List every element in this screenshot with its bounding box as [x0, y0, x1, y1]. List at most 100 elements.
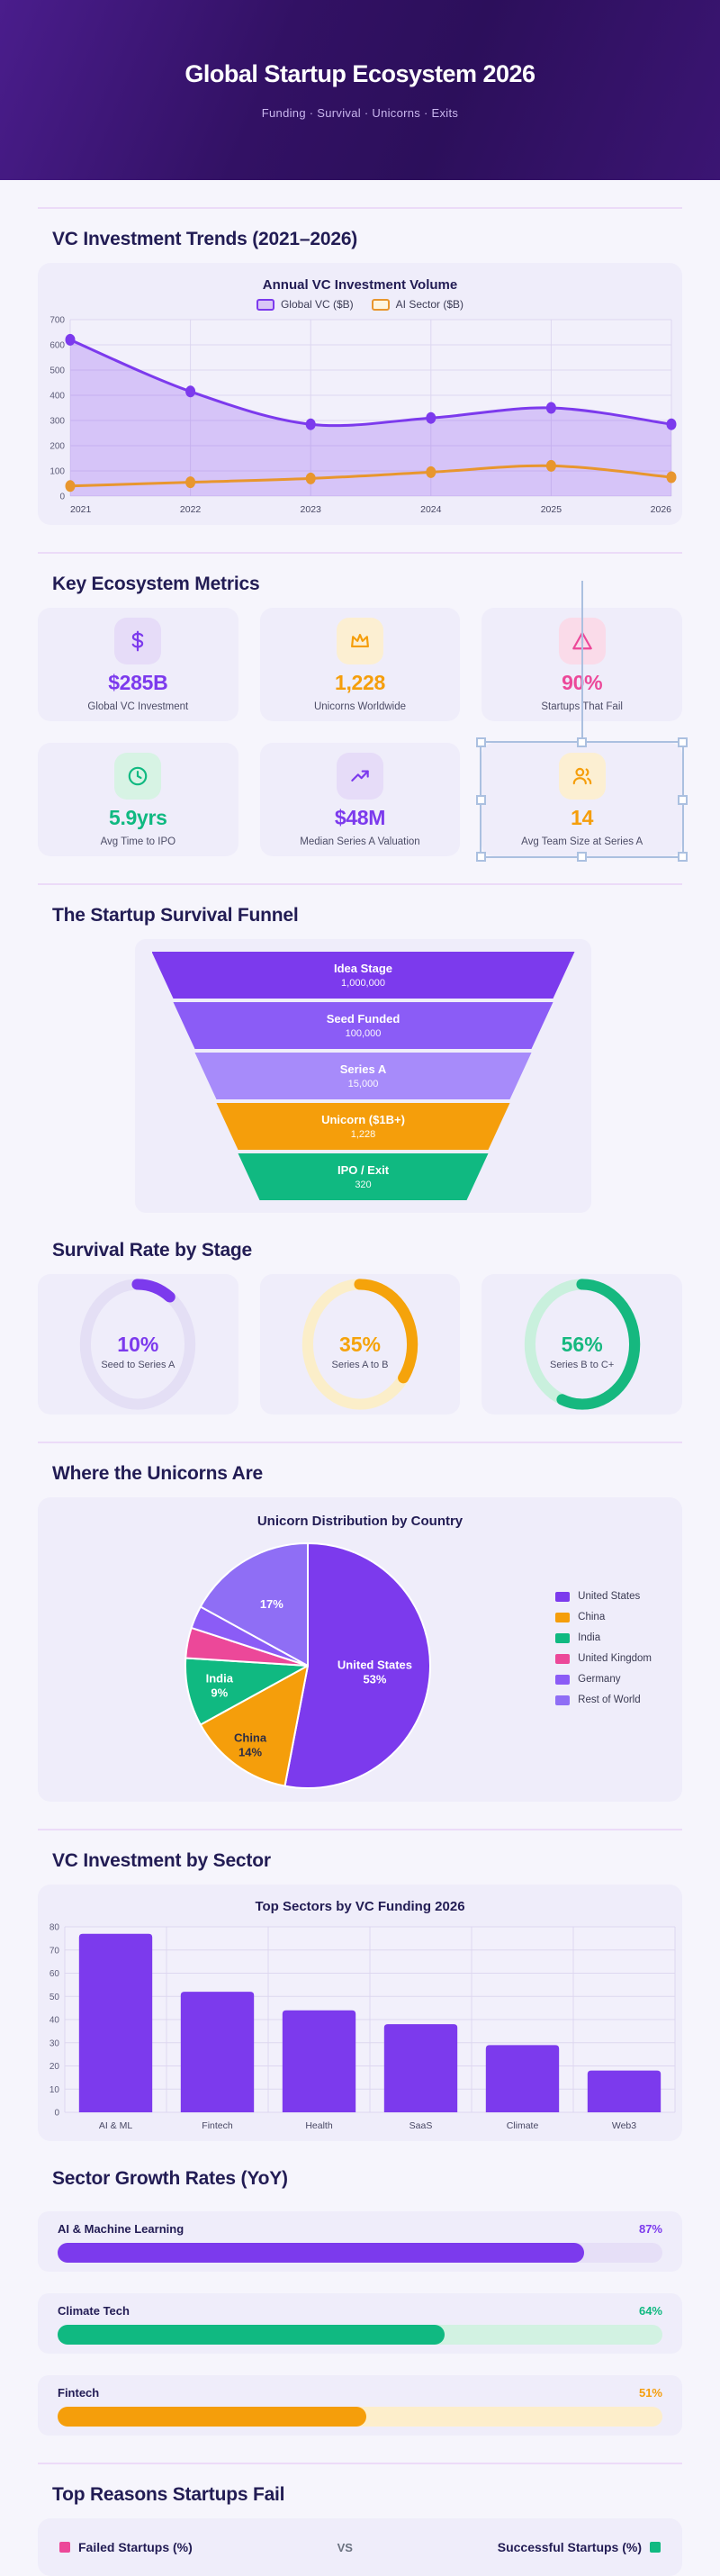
- section-divider: [38, 2463, 682, 2464]
- svg-text:2025: 2025: [541, 504, 562, 515]
- pie-legend-item[interactable]: United States: [555, 1591, 652, 1602]
- pie-legend-swatch: [555, 1632, 571, 1643]
- growth-bar-card: Fintech 51%: [38, 2375, 682, 2436]
- svg-text:60: 60: [50, 1969, 60, 1979]
- legend-label: AI Sector ($B): [395, 298, 464, 311]
- vc-line-chart: 0 100 200 300 400 500 600 700 2021 2022 2023 2024 20…: [50, 316, 677, 515]
- growth-value: 51%: [638, 2386, 662, 2400]
- successful-legend-item: Successful Startups (%): [498, 2540, 661, 2554]
- section-heading-fail: Top Reasons Startups Fail: [52, 2484, 285, 2505]
- crown-icon: [336, 617, 383, 664]
- section-heading-survival: Survival Rate by Stage: [52, 1240, 253, 1261]
- svg-text:20: 20: [50, 2062, 60, 2072]
- ring-value: 35%: [338, 1333, 382, 1356]
- ring-label: Seed to Series A: [101, 1360, 176, 1370]
- svg-text:30: 30: [50, 2038, 60, 2048]
- pie-legend-item[interactable]: Rest of World: [555, 1695, 652, 1705]
- line-chart-legend: Global VC ($B) AI Sector ($B): [38, 298, 682, 311]
- donut-chart: [80, 1279, 196, 1410]
- section-divider: [38, 1829, 682, 1830]
- section-heading-metrics: Key Ecosystem Metrics: [52, 574, 260, 594]
- successful-swatch: [650, 2542, 661, 2553]
- pie-legend-item[interactable]: India: [555, 1632, 652, 1643]
- svg-text:2021: 2021: [70, 504, 92, 515]
- trend-up-icon: [336, 752, 383, 800]
- metrics-grid: $285B Global VC Investment 1,228 Unicorn…: [38, 581, 688, 862]
- legend-swatch: [256, 298, 274, 311]
- funnel-stage-label: Idea Stage: [333, 962, 393, 975]
- svg-text:40: 40: [50, 2016, 60, 2026]
- svg-text:0: 0: [54, 2109, 59, 2119]
- svg-text:17%: 17%: [260, 1597, 284, 1611]
- pie-legend-item[interactable]: United Kingdom: [555, 1653, 652, 1664]
- funnel-card: Idea Stage 1,000,000 Seed Funded 100,000…: [135, 939, 591, 1213]
- unicorn-pie-chart: United States 53% China 14% India 9% 17%: [184, 1542, 431, 1789]
- survival-rings-grid: 10% Seed to Series A 35% Series A to B: [38, 1274, 682, 1415]
- selection-handle-mid-left[interactable]: [476, 794, 487, 805]
- svg-text:2022: 2022: [180, 504, 202, 515]
- selection-handle-top-left[interactable]: [476, 737, 487, 747]
- funnel-stage-label: Series A: [339, 1062, 387, 1076]
- selection-handle-bottom-center[interactable]: [577, 852, 588, 862]
- selection-handle-top-right[interactable]: [678, 737, 688, 747]
- funnel-stage-label: Unicorn ($1B+): [321, 1113, 405, 1126]
- growth-track: [58, 2325, 662, 2345]
- legend-item[interactable]: AI Sector ($B): [371, 298, 464, 311]
- pie-legend-item[interactable]: China: [555, 1612, 652, 1622]
- funnel-stage[interactable]: Unicorn ($1B+) 1,228: [216, 1103, 510, 1150]
- selection-handle-bottom-right[interactable]: [678, 852, 688, 862]
- selection-handle-mid-right[interactable]: [678, 794, 688, 805]
- funnel-stage-value: 100,000: [345, 1028, 382, 1039]
- selection-box[interactable]: [476, 581, 688, 862]
- growth-track: [58, 2243, 662, 2263]
- ring-label: Series A to B: [331, 1360, 389, 1370]
- funnel-stage[interactable]: Idea Stage 1,000,000: [151, 952, 575, 999]
- svg-text:2023: 2023: [301, 504, 322, 515]
- metric-label: Avg Team Size at Series A: [521, 836, 644, 847]
- metric-value: $285B: [108, 670, 168, 694]
- pie-legend-swatch: [555, 1653, 571, 1664]
- pie-legend-item[interactable]: Germany: [555, 1674, 652, 1685]
- successful-label: Successful Startups (%): [497, 2540, 642, 2554]
- pie-legend-label: India: [578, 1632, 601, 1643]
- funnel-stage-value: 320: [355, 1180, 372, 1190]
- metric-label: Median Series A Valuation: [300, 836, 420, 847]
- people-icon: [558, 752, 606, 800]
- section-heading-unicorns: Where the Unicorns Are: [52, 1463, 264, 1484]
- funnel-stage[interactable]: Series A 15,000: [194, 1053, 532, 1099]
- funnel-stage[interactable]: IPO / Exit 320: [238, 1153, 489, 1200]
- svg-text:80: 80: [50, 1923, 60, 1933]
- content: VC Investment Trends (2021–2026) Annual …: [38, 207, 688, 2576]
- sector-bar-card: Top Sectors by VC Funding 2026 0 10 20 30 40…: [38, 1885, 682, 2141]
- section-divider: [38, 883, 682, 885]
- pie-legend-label: United States: [578, 1591, 641, 1602]
- metric-card: $285B Global VC Investment: [38, 608, 238, 721]
- svg-text:10: 10: [50, 2085, 60, 2095]
- donut-chart: [524, 1279, 640, 1410]
- growth-bar-card: AI & Machine Learning 87%: [38, 2211, 682, 2272]
- metric-label: Global VC Investment: [87, 700, 189, 712]
- svg-text:2024: 2024: [420, 504, 442, 515]
- selection-stem: [580, 581, 583, 739]
- svg-text:0: 0: [59, 493, 65, 502]
- page-subtitle: Funding · Survival · Unicorns · Exits: [261, 106, 459, 120]
- svg-text:400: 400: [50, 392, 65, 402]
- metric-value: 14: [571, 805, 594, 829]
- legend-item[interactable]: Global VC ($B): [256, 298, 354, 311]
- growth-bar-card: Climate Tech 64%: [38, 2293, 682, 2354]
- funnel-stage-value: 1,000,000: [341, 978, 385, 989]
- svg-text:700: 700: [50, 316, 65, 326]
- svg-text:100: 100: [50, 467, 65, 477]
- funnel-stage[interactable]: Seed Funded 100,000: [173, 1002, 554, 1049]
- selection-handle-bottom-left[interactable]: [476, 852, 487, 862]
- pie-legend-label: Rest of World: [578, 1695, 641, 1705]
- metric-card: $48M Median Series A Valuation: [259, 743, 461, 856]
- survival-ring-card: 56% Series B to C+: [482, 1274, 682, 1415]
- line-chart-title: Annual VC Investment Volume: [262, 277, 458, 293]
- selection-handle-top-center[interactable]: [577, 737, 588, 747]
- pie-legend-swatch: [555, 1612, 571, 1622]
- growth-value: 87%: [638, 2222, 662, 2236]
